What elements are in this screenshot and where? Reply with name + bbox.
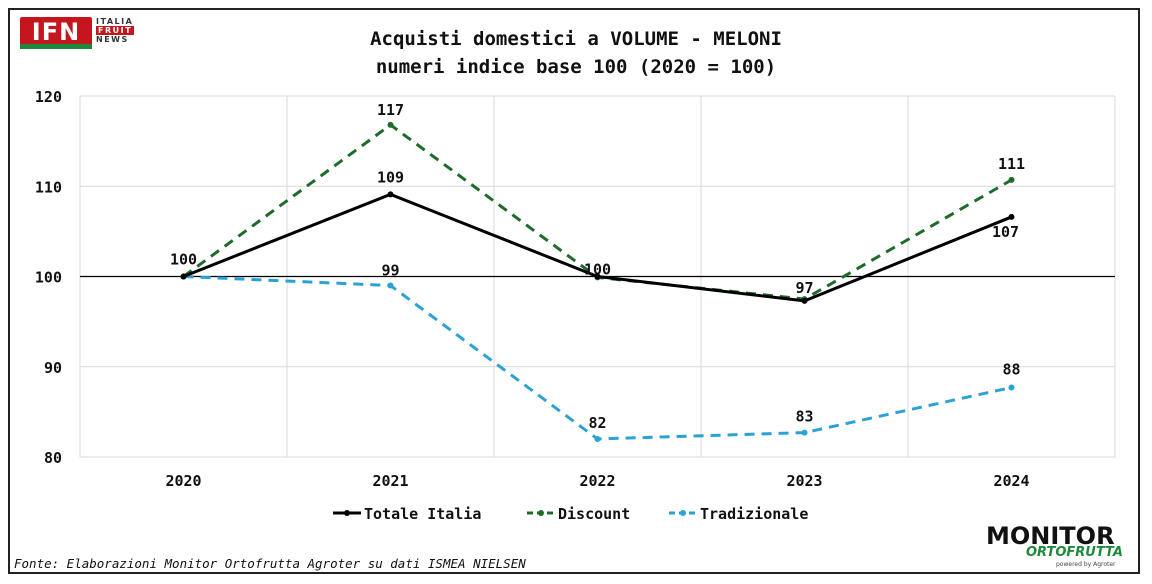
ifn-logo: IFN ITALIA FRUIT NEWS — [20, 17, 136, 51]
legend-marker — [344, 510, 350, 516]
x-tick-label: 2024 — [993, 472, 1029, 490]
legend-marker — [680, 510, 686, 516]
legend-marker — [538, 510, 544, 516]
legend: Totale Italia Discount Tradizionale — [333, 505, 808, 523]
data-label: 83 — [795, 408, 813, 426]
ifn-logo-mark: IFN — [20, 17, 92, 47]
y-tick-label: 90 — [44, 359, 62, 377]
chart-frame — [8, 8, 1140, 574]
data-point — [180, 273, 187, 280]
legend-label: Totale Italia — [364, 505, 481, 523]
ifn-logo-words: ITALIA FRUIT NEWS — [96, 17, 135, 44]
legend-label: Discount — [558, 505, 630, 523]
data-point — [594, 435, 601, 442]
data-label: 100 — [584, 261, 611, 279]
ifn-logo-stripe — [20, 44, 92, 49]
data-point — [387, 191, 394, 198]
plot-area: 80 90 100 110 120 2020 2021 2022 2023 2024 100 109 1… — [35, 88, 1116, 490]
chart-subtitle: numeri indice base 100 (2020 = 100) — [376, 56, 776, 78]
data-label: 99 — [381, 262, 399, 280]
ortofrutta-logo-word: ORTOFRUTTA — [1026, 545, 1123, 560]
y-tick-label: 100 — [35, 269, 62, 287]
x-tick-label: 2022 — [579, 472, 615, 490]
data-point — [1008, 384, 1015, 391]
data-point — [594, 273, 601, 280]
data-label: 117 — [377, 101, 404, 119]
data-label: 100 — [170, 251, 197, 269]
data-label: 107 — [992, 223, 1019, 241]
data-point — [387, 121, 394, 128]
source-note: Fonte: Elaborazioni Monitor Ortofrutta A… — [14, 556, 526, 571]
monitor-logo-word: MONITOR — [986, 522, 1115, 550]
ifn-logo-line3: NEWS — [96, 35, 129, 44]
ifn-logo-line2: FRUIT — [96, 26, 135, 35]
data-label: 88 — [1002, 361, 1020, 379]
monitor-ortofrutta-logo: MONITOR ORTOFRUTTA powered by Agroter — [986, 522, 1136, 574]
y-tick-label: 80 — [44, 449, 62, 467]
data-point — [1008, 213, 1015, 220]
data-label: 82 — [588, 414, 606, 432]
data-label: 111 — [998, 155, 1025, 173]
data-label: 97 — [795, 279, 813, 297]
y-tick-label: 120 — [35, 88, 62, 106]
x-tick-label: 2020 — [165, 472, 201, 490]
agroter-logo-word: powered by Agroter — [1056, 561, 1116, 568]
x-tick-label: 2023 — [786, 472, 822, 490]
data-point — [1008, 176, 1015, 183]
legend-label: Tradizionale — [700, 505, 808, 523]
chart-title: Acquisti domestici a VOLUME - MELONI — [370, 28, 782, 50]
ifn-logo-line1: ITALIA — [96, 17, 134, 26]
data-point — [387, 282, 394, 289]
data-point — [801, 429, 808, 436]
series-line-totale-italia — [182, 192, 1013, 303]
x-tick-label: 2021 — [372, 472, 408, 490]
y-tick-label: 110 — [35, 178, 62, 196]
data-point — [801, 297, 808, 304]
data-label: 109 — [377, 168, 404, 186]
